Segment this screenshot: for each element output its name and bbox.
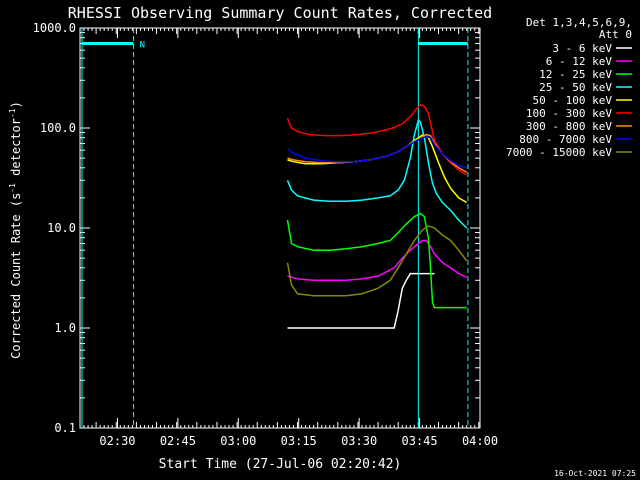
footer-timestamp: 16-Oct-2021 07:25 xyxy=(554,469,636,478)
legend-entry-label: 12 - 25 keV xyxy=(539,68,612,81)
y-axis-label-sup2: -1 xyxy=(8,108,17,118)
tick-labels: 1000.0 100.0 10.0 1.0 0.1 02:30 02:45 03:00 03:1… xyxy=(33,21,498,448)
x-tick-label: 03:15 xyxy=(281,434,317,448)
legend-entry-label: 25 - 50 keV xyxy=(539,81,612,94)
series-line xyxy=(286,225,468,297)
plot-frame xyxy=(79,27,481,429)
x-tick-label: 03:30 xyxy=(341,434,377,448)
series-line xyxy=(286,212,467,309)
y-axis-label-main: Corrected Count Rate (s xyxy=(9,193,23,359)
x-tick-label: 03:00 xyxy=(220,434,256,448)
legend-entry-label: 50 - 100 keV xyxy=(533,94,613,107)
series-line xyxy=(287,272,435,329)
legend-entry-label: 100 - 300 keV xyxy=(526,107,612,120)
series-line xyxy=(286,118,468,229)
legend-entry-label: 300 - 800 keV xyxy=(526,120,612,133)
legend-entry-label: 800 - 7000 keV xyxy=(519,133,612,146)
axis-ticks xyxy=(79,27,481,429)
plot-border xyxy=(79,27,481,429)
y-axis-label: Corrected Count Rate (s-1 detector-1) xyxy=(8,101,23,359)
legend-entry-label: 3 - 6 keV xyxy=(552,42,612,55)
y-tick-label: 1.0 xyxy=(54,321,76,335)
legend-header-line1: Det 1,3,4,5,6,9, xyxy=(526,16,632,29)
series-line xyxy=(287,134,468,204)
chart-title: RHESSI Observing Summary Count Rates, Co… xyxy=(68,4,492,22)
y-tick-label: 10.0 xyxy=(47,221,76,235)
y-axis-label-sup1: -1 xyxy=(8,183,17,193)
x-axis-label: Start Time (27-Jul-06 02:20:42) xyxy=(159,457,402,472)
mode-bar-label: N xyxy=(140,40,145,50)
x-tick-label: 02:45 xyxy=(160,434,196,448)
y-tick-label: 0.1 xyxy=(54,421,76,435)
y-axis-label-end: ) xyxy=(9,101,23,108)
x-tick-label: 04:00 xyxy=(462,434,498,448)
series-line xyxy=(287,239,468,282)
legend-entry-label: 7000 - 15000 keV xyxy=(506,146,612,159)
legend-header-line2: Att 0 xyxy=(599,28,632,41)
x-tick-label: 03:45 xyxy=(402,434,438,448)
y-tick-label: 100.0 xyxy=(40,121,76,135)
y-tick-label: 1000.0 xyxy=(33,21,76,35)
series-line xyxy=(287,135,467,169)
y-axis-label-mid: detector xyxy=(9,118,23,183)
vertical-markers: N xyxy=(81,28,469,428)
x-tick-label: 02:30 xyxy=(99,434,135,448)
series-lines xyxy=(286,104,468,329)
legend-entry-label: 6 - 12 keV xyxy=(546,55,613,68)
